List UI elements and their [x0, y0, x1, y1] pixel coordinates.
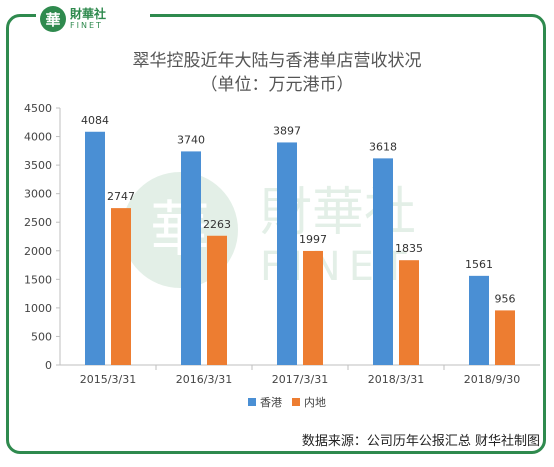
- data-label: 3897: [273, 124, 301, 137]
- bar-香港: [469, 275, 489, 365]
- bar-内地: [207, 235, 227, 365]
- y-tick-label: 0: [45, 359, 52, 372]
- y-tick-label: 4500: [24, 102, 52, 115]
- data-label: 3740: [177, 133, 205, 146]
- x-tick-label: 2017/3/31: [272, 373, 328, 386]
- brand-name-cn: 財華社: [70, 7, 107, 21]
- y-tick-label: 1000: [24, 302, 52, 315]
- data-label: 1835: [395, 242, 423, 255]
- bar-香港: [277, 142, 297, 365]
- data-label: 2747: [107, 190, 135, 203]
- data-label: 1997: [299, 233, 327, 246]
- y-tick-label: 3000: [24, 188, 52, 201]
- bar-内地: [495, 310, 515, 365]
- x-tick-label: 2018/9/30: [464, 373, 520, 386]
- x-tick-label: 2018/3/31: [368, 373, 424, 386]
- y-tick-label: 4000: [24, 131, 52, 144]
- y-tick-label: 3500: [24, 159, 52, 172]
- chart-subtitle: （单位：万元港币）: [200, 75, 354, 95]
- x-tick-label: 2015/3/31: [80, 373, 136, 386]
- brand-logo: 華 財華社 FINET: [36, 2, 150, 36]
- data-label: 3618: [369, 140, 397, 153]
- x-tick-label: 2016/3/31: [176, 373, 232, 386]
- chart-title: 翠华控股近年大陆与香港单店营收状况: [132, 51, 422, 71]
- legend-swatch: [292, 398, 300, 406]
- y-tick-label: 500: [31, 330, 52, 343]
- bar-内地: [111, 208, 131, 365]
- y-tick-label: 2000: [24, 245, 52, 258]
- brand-mark-icon: 華: [40, 6, 66, 32]
- legend-label: 内地: [304, 395, 326, 409]
- y-tick-label: 1500: [24, 273, 52, 286]
- source-note: 数据来源：公司历年公报汇总 财华社制图: [301, 434, 540, 449]
- bar-香港: [373, 158, 393, 365]
- bar-内地: [303, 250, 323, 365]
- data-label: 956: [495, 292, 516, 305]
- data-label: 2263: [203, 218, 231, 231]
- bar-香港: [181, 151, 201, 365]
- data-label: 4084: [81, 114, 109, 127]
- bar-香港: [85, 131, 105, 365]
- data-label: 1561: [465, 258, 493, 271]
- legend-swatch: [248, 398, 256, 406]
- brand-name-en: FINET: [70, 21, 103, 30]
- y-tick-label: 2500: [24, 216, 52, 229]
- bar-内地: [399, 260, 419, 365]
- legend-label: 香港: [260, 396, 282, 409]
